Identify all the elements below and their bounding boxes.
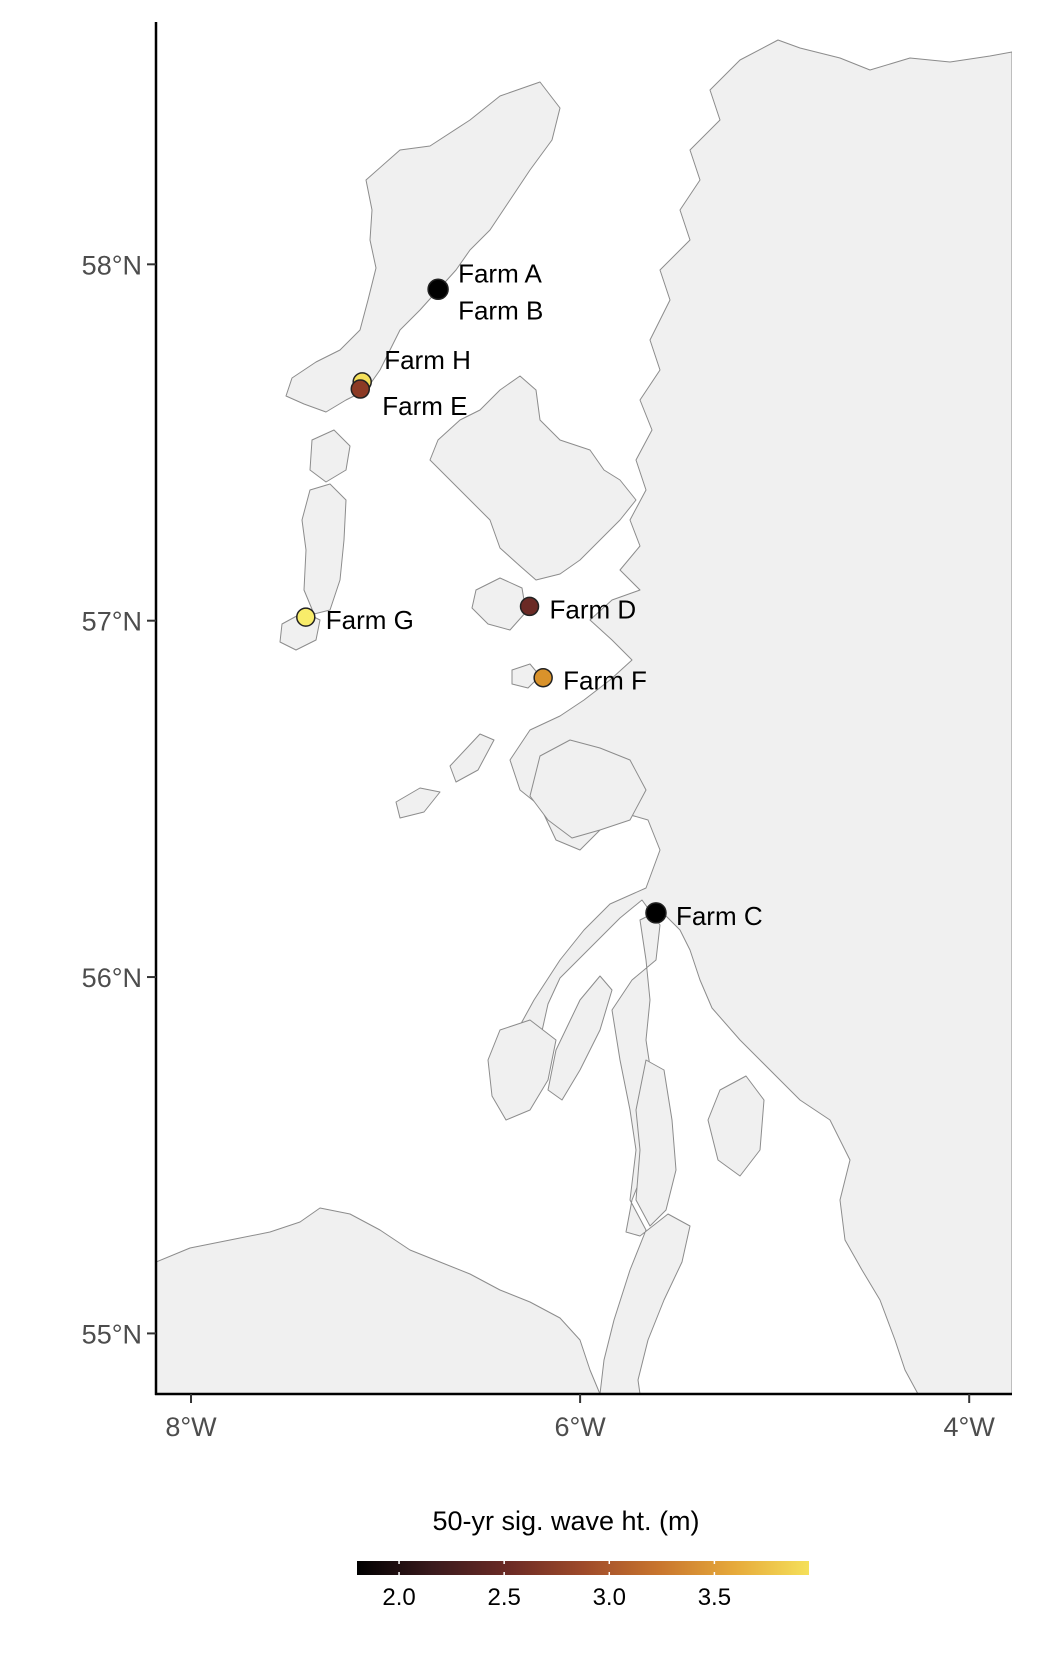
north-uist-landmass bbox=[309, 429, 351, 483]
farm-marker bbox=[427, 278, 449, 301]
legend-ticks: 2.0 2.5 3.0 3.5 bbox=[382, 1561, 731, 1611]
mull-landmass bbox=[529, 739, 647, 839]
farm-points: Farm A Farm B Farm H Farm E Farm D Farm G Farm… bbox=[296, 258, 763, 931]
axes: 58°N 57°N 56°N 55°N 8°W 6°W 4°W bbox=[82, 22, 1012, 1442]
jura-landmass bbox=[547, 975, 613, 1101]
coll-landmass bbox=[449, 733, 495, 783]
farm-label: Farm F bbox=[563, 666, 647, 696]
islay-landmass bbox=[487, 1019, 557, 1121]
farm-label: Farm H bbox=[384, 345, 471, 375]
legend-title: 50-yr sig. wave ht. (m) bbox=[432, 1506, 699, 1536]
mainland-landmass bbox=[505, 39, 1012, 1394]
y-tick-label: 56°N bbox=[82, 963, 142, 993]
farm-marker bbox=[645, 902, 667, 924]
northern-ireland-landmass bbox=[156, 1207, 601, 1394]
farm-marker bbox=[519, 596, 540, 617]
arran-landmass bbox=[707, 1075, 765, 1177]
farm-marker bbox=[296, 607, 316, 627]
farm-label: Farm C bbox=[676, 901, 763, 931]
farm-label: Farm D bbox=[550, 594, 637, 624]
south-uist-landmass bbox=[301, 483, 347, 615]
legend-tick-label: 3.5 bbox=[698, 1584, 731, 1611]
legend: 50-yr sig. wave ht. (m) 2.0 2.5 3.0 3.5 bbox=[357, 1506, 809, 1611]
y-tick-label: 58°N bbox=[82, 250, 142, 280]
farm-label: Farm B bbox=[458, 295, 543, 325]
farm-label: Farm E bbox=[382, 391, 467, 421]
x-axis-ticks: 8°W 6°W 4°W bbox=[165, 1394, 995, 1442]
farm-label: Farm G bbox=[326, 605, 414, 635]
legend-tick-label: 3.0 bbox=[593, 1584, 626, 1611]
y-tick-label: 55°N bbox=[82, 1319, 142, 1349]
y-tick-label: 57°N bbox=[82, 607, 142, 637]
farm-label: Farm A bbox=[458, 258, 542, 288]
legend-tick-label: 2.5 bbox=[487, 1584, 520, 1611]
legend-colorbar bbox=[357, 1561, 809, 1575]
y-axis-ticks: 58°N 57°N 56°N 55°N bbox=[82, 250, 156, 1349]
farm-marker bbox=[350, 379, 371, 399]
legend-tick-label: 2.0 bbox=[382, 1584, 415, 1611]
rum-landmass bbox=[471, 577, 527, 631]
tiree-landmass bbox=[395, 787, 441, 819]
x-tick-label: 8°W bbox=[165, 1412, 217, 1442]
eigg-landmass bbox=[511, 663, 541, 689]
x-tick-label: 4°W bbox=[944, 1412, 996, 1442]
skye-landmass bbox=[429, 375, 637, 581]
kintyre-landmass bbox=[635, 1059, 677, 1227]
x-tick-label: 6°W bbox=[554, 1412, 606, 1442]
farm-marker bbox=[533, 667, 553, 688]
land-layer bbox=[156, 39, 1012, 1394]
lewis-harris-landmass bbox=[285, 81, 561, 413]
